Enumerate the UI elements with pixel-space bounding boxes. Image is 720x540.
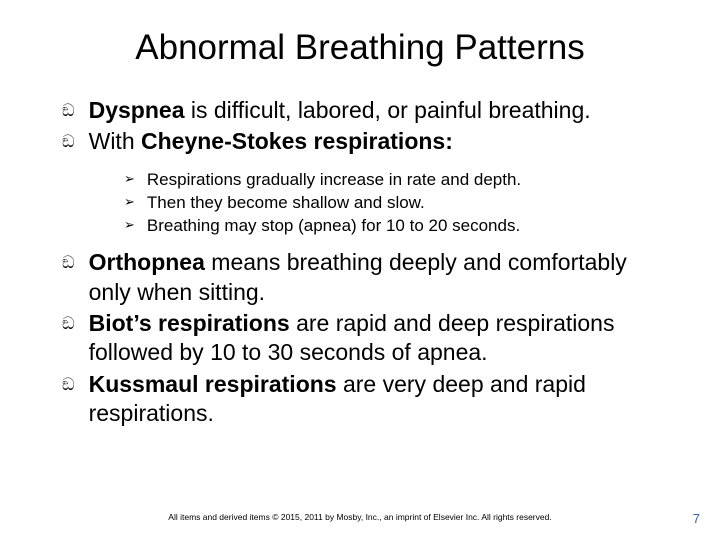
bullet-item: ඞ Orthopnea means breathing deeply and c… bbox=[62, 248, 670, 307]
bullet-item: ඞ Biot’s respirations are rapid and deep… bbox=[62, 309, 670, 368]
sub-bullet-item: ➢ Respirations gradually increase in rat… bbox=[124, 169, 670, 191]
bullet-item: ඞ With Cheyne-Stokes respirations: bbox=[62, 127, 670, 156]
slide-title: Abnormal Breathing Patterns bbox=[50, 28, 670, 68]
bullet-text: Biot’s respirations are rapid and deep r… bbox=[89, 309, 670, 368]
bullet-text: With Cheyne-Stokes respirations: bbox=[89, 127, 670, 156]
bullet-item: ඞ Kussmaul respirations are very deep an… bbox=[62, 370, 670, 429]
page-number: 7 bbox=[693, 511, 700, 526]
sub-bullet-text: Then they become shallow and slow. bbox=[147, 192, 670, 214]
bullet-marker-icon: ඞ bbox=[62, 313, 75, 335]
sub-bullet-item: ➢ Breathing may stop (apnea) for 10 to 2… bbox=[124, 215, 670, 237]
bullet-marker-icon: ඞ bbox=[62, 131, 75, 153]
sub-bullet-item: ➢ Then they become shallow and slow. bbox=[124, 192, 670, 214]
copyright-footer: All items and derived items © 2015, 2011… bbox=[0, 512, 720, 522]
bullet-text: Kussmaul respirations are very deep and … bbox=[89, 370, 670, 429]
bullet-marker-icon: ඞ bbox=[62, 374, 75, 396]
bullet-text: Orthopnea means breathing deeply and com… bbox=[89, 248, 670, 307]
sub-bullet-text: Respirations gradually increase in rate … bbox=[147, 169, 670, 191]
sub-bullet-text: Breathing may stop (apnea) for 10 to 20 … bbox=[147, 215, 670, 237]
sub-bullet-marker-icon: ➢ bbox=[124, 217, 135, 234]
bullet-item: ඞ Dyspnea is difficult, labored, or pain… bbox=[62, 96, 670, 125]
bullet-marker-icon: ඞ bbox=[62, 252, 75, 274]
sub-bullet-marker-icon: ➢ bbox=[124, 171, 135, 188]
sub-bullet-marker-icon: ➢ bbox=[124, 194, 135, 211]
slide-content: ඞ Dyspnea is difficult, labored, or pain… bbox=[50, 96, 670, 429]
slide: Abnormal Breathing Patterns ඞ Dyspnea is… bbox=[0, 0, 720, 540]
bullet-text: Dyspnea is difficult, labored, or painfu… bbox=[89, 96, 670, 125]
bullet-marker-icon: ඞ bbox=[62, 100, 75, 122]
